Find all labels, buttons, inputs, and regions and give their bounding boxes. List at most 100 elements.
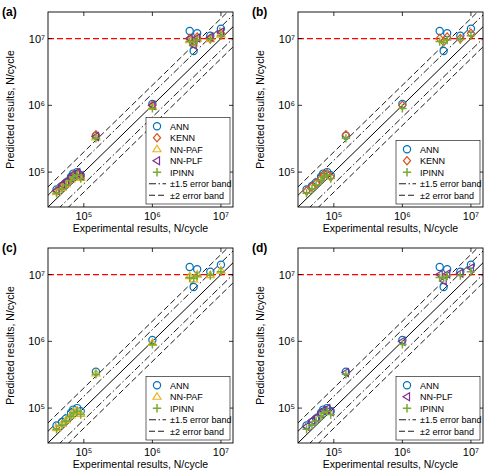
legend-marker (403, 157, 410, 165)
legend-label: KENN (420, 156, 445, 166)
y-tick (229, 274, 233, 275)
error-band-line (48, 260, 233, 443)
x-tick (83, 248, 84, 252)
point (62, 181, 70, 189)
x-tick (333, 12, 334, 16)
legend-marker (153, 382, 160, 389)
point (302, 425, 310, 433)
x-tick-label: 10⁵ (75, 210, 92, 222)
y-tick (48, 408, 52, 409)
legend-label: IPINN (170, 168, 194, 178)
y-axis-label: Predicted results, N/cycle (4, 286, 16, 405)
y-axis-label: Predicted results, N/cycle (254, 286, 266, 405)
x-tick-label: 10⁷ (463, 446, 479, 458)
x-tick (220, 248, 221, 252)
point (77, 410, 85, 418)
point (190, 283, 197, 290)
point (217, 268, 225, 276)
legend-label: NN-PLF (420, 392, 453, 402)
y-tick-label: 10⁵ (278, 402, 295, 414)
legend: ANNKENNIPINN±1.5 error band±2 error band (396, 141, 481, 205)
y-tick (298, 408, 302, 409)
legend-line (399, 419, 416, 420)
legend-marker (153, 393, 161, 400)
error-band-line (48, 268, 233, 443)
y-tick-label: 10⁶ (28, 99, 45, 111)
y-axis-label: Predicted results, N/cycle (4, 50, 16, 169)
panel-2: (c)10⁵10⁶10⁷10⁵10⁶10⁷Experimental result… (2, 228, 248, 470)
point (467, 268, 475, 276)
y-tick (479, 341, 483, 342)
point (457, 34, 464, 42)
point (467, 32, 475, 40)
legend-marker (153, 168, 161, 176)
legend-marker (153, 157, 160, 165)
x-axis-label: Experimental results, N/cycle (323, 458, 459, 470)
error-band-line (298, 260, 483, 443)
legend-box (396, 377, 480, 441)
y-tick (479, 38, 483, 39)
y-tick-label: 10⁵ (278, 166, 295, 178)
point (440, 37, 447, 45)
legend-marker (153, 123, 160, 130)
diagonal (298, 248, 483, 443)
x-tick-label: 10⁵ (75, 446, 92, 458)
legend-label: ANN (170, 122, 189, 132)
legend-marker (403, 168, 411, 176)
x-tick-label: 10⁶ (394, 210, 411, 222)
legend-label: ANN (420, 381, 439, 391)
y-tick-label: 10⁷ (29, 33, 45, 45)
x-tick-label: 10⁷ (463, 210, 479, 222)
legend-marker (153, 134, 160, 142)
legend-line (399, 183, 416, 184)
panel-label: (d) (252, 241, 267, 255)
frame (298, 248, 483, 443)
y-tick-label: 10⁶ (28, 335, 45, 347)
point (69, 409, 77, 417)
error-band-line (48, 32, 233, 207)
threshold-line (48, 38, 233, 39)
y-tick (48, 38, 52, 39)
legend-label: KENN (170, 133, 195, 143)
point (398, 104, 406, 112)
diagonal (48, 12, 233, 207)
point (206, 271, 214, 279)
y-tick (229, 38, 233, 39)
x-tick (83, 439, 84, 443)
x-tick-label: 10⁵ (325, 210, 342, 222)
legend-label: ±2 error band (420, 427, 474, 437)
error-band-line (298, 32, 483, 207)
panel-0: (a)10⁵10⁶10⁷10⁵10⁶10⁷Experimental result… (2, 0, 248, 234)
y-tick-label: 10⁷ (279, 269, 295, 281)
x-tick (83, 203, 84, 207)
legend-line (399, 431, 416, 432)
legend: ANNKENNNN-PAFNN-PLFIPINN±1.5 error band±… (146, 118, 231, 205)
y-tick (48, 172, 52, 173)
legend-line (149, 431, 166, 432)
point (186, 263, 193, 270)
plot-area (298, 12, 483, 207)
legend-marker (153, 145, 161, 152)
y-tick (298, 105, 302, 106)
plot-area (48, 248, 233, 443)
y-axis-label: Predicted results, N/cycle (254, 50, 266, 169)
point (62, 417, 70, 425)
legend-box (146, 377, 230, 441)
threshold-line (298, 38, 483, 39)
y-tick (48, 274, 52, 275)
point (342, 134, 350, 142)
point (443, 36, 451, 44)
panel-label: (c) (2, 241, 17, 255)
y-tick (479, 274, 483, 275)
x-tick (402, 248, 403, 252)
point (312, 181, 320, 189)
threshold-line (298, 274, 483, 275)
threshold-line (48, 274, 233, 275)
legend-label: ±1.5 error band (170, 179, 231, 189)
legend-label: NN-PAF (170, 392, 203, 402)
x-tick (402, 12, 403, 16)
point (58, 421, 66, 429)
point (206, 35, 214, 43)
error-band-line (298, 268, 483, 443)
x-tick (470, 248, 471, 252)
